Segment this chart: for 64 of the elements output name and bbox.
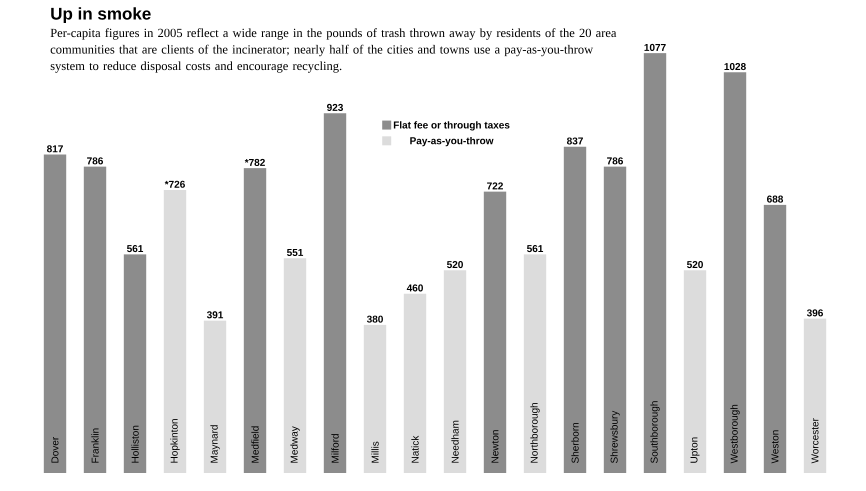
data-label: 380 (366, 316, 383, 323)
data-label: 561 (526, 245, 544, 252)
x-tick-label: Northborough (530, 402, 540, 463)
x-tick-label: Sherborn (571, 422, 579, 464)
bar (244, 168, 266, 473)
data-label: 391 (206, 311, 224, 318)
data-label: 460 (406, 284, 423, 292)
bar (484, 192, 506, 473)
bar (804, 318, 826, 473)
chart-title: Up in smoke (51, 7, 151, 24)
x-tick-label: Shrewsbury (610, 410, 620, 464)
x-tick-label: Medway (290, 426, 300, 463)
data-label: 520 (446, 261, 463, 268)
x-tick-label: Worcester (812, 418, 818, 464)
x-tick-label: Southborough (650, 401, 660, 464)
bar (364, 324, 386, 473)
data-label: *726 (164, 180, 185, 188)
chart-subtitle: Per-capita figures in 2005 reflect a wide range in the pounds of trash thrown away by residents of the 20 area communities that are clients of the incinerator; nearly half of the cities and towns use a pay-as-you-throw system to reduce disposal costs and encourage recycling. (50, 28, 616, 73)
bar (604, 166, 626, 473)
x-tick-label: Newton (492, 430, 498, 463)
x-tick-label: Medfield (251, 426, 259, 463)
bar (564, 146, 586, 473)
data-label: 722 (487, 182, 503, 190)
legend-label: Pay-as-you-throw (410, 136, 494, 146)
bar (764, 204, 786, 473)
x-tick-label: Maynard (210, 425, 220, 463)
bar (524, 254, 546, 473)
x-tick-label: Holliston (131, 426, 139, 463)
x-tick-label: Franklin (91, 428, 99, 463)
x-tick-label: Westborough (730, 404, 740, 464)
x-tick-label: Natick (411, 436, 419, 463)
data-label: 1028 (724, 63, 746, 70)
x-tick-label: Weston (772, 430, 778, 464)
x-tick-label: Millis (371, 442, 379, 463)
bar (404, 294, 426, 473)
x-tick-label: Hopkinton (170, 419, 180, 463)
data-label: 561 (126, 245, 144, 252)
data-label: *782 (244, 158, 265, 166)
data-label: 786 (87, 157, 103, 164)
bar (324, 113, 346, 473)
bar (164, 190, 186, 473)
data-label: 551 (286, 249, 304, 256)
bar (684, 270, 706, 473)
x-tick-label: Upton (690, 437, 700, 463)
data-label: 837 (566, 137, 583, 145)
data-label: 817 (46, 145, 63, 152)
x-tick-label: Dover (52, 436, 58, 463)
bar (84, 166, 106, 473)
data-label: 688 (767, 196, 784, 203)
bar (204, 320, 226, 473)
bar (124, 254, 146, 473)
data-label: 396 (806, 309, 823, 316)
x-tick-label: Milford (331, 434, 339, 463)
data-label: 520 (686, 261, 703, 268)
x-tick-label: Needham (451, 420, 459, 463)
data-label: 1077 (644, 44, 666, 51)
bar (644, 53, 666, 473)
data-label: 786 (607, 157, 623, 164)
bar (724, 72, 746, 473)
bar (44, 154, 66, 473)
data-label: 923 (327, 104, 343, 112)
bar (444, 270, 466, 473)
legend-label: Flat fee or through taxes (394, 121, 510, 131)
bar (284, 258, 306, 473)
